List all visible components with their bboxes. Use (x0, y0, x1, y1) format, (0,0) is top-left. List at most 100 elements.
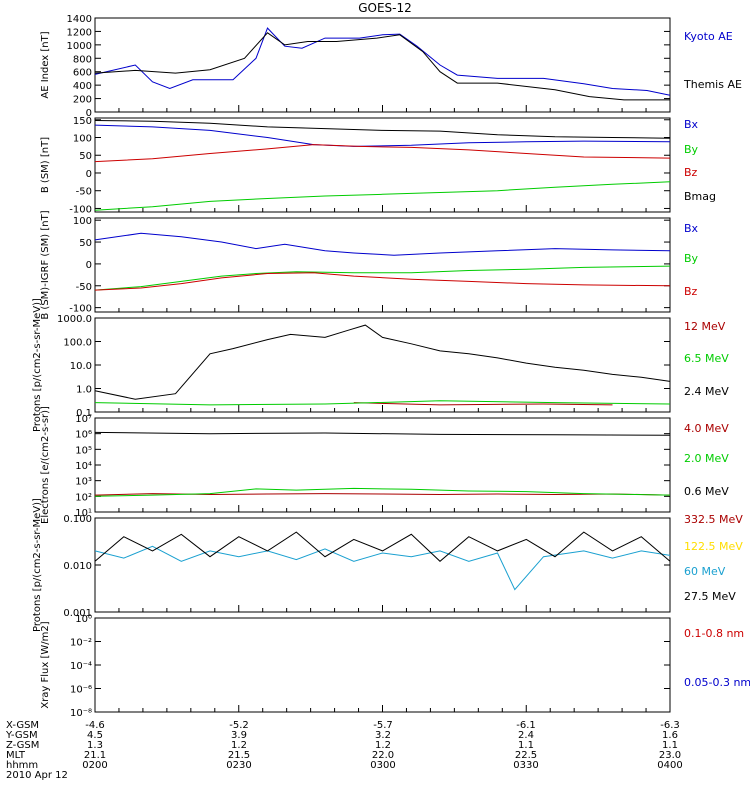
y-tick-label-bsm: -50 (76, 187, 92, 198)
legend-label-protons-high-1: 122.5 MeV (684, 540, 743, 553)
y-tick-label-bsm: 0 (86, 169, 92, 180)
ephemeris-value-0-2: -5.7 (373, 720, 393, 731)
y-tick-label-ae: 400 (73, 81, 92, 92)
ephemeris-label-0: X-GSM (6, 720, 39, 731)
y-tick-label-xray: 10⁻⁶ (70, 685, 92, 696)
ephemeris-label-2: Z-GSM (6, 740, 39, 751)
legend-label-protons-high-2: 60 MeV (684, 565, 726, 578)
series-line-bigrf-2 (94, 272, 671, 291)
y-tick-label-electrons: 10⁶ (75, 430, 92, 441)
ephemeris-value-1-1: 3.9 (231, 730, 247, 741)
series-line-bigrf-1 (94, 265, 671, 291)
ephemeris-value-3-0: 21.1 (84, 750, 106, 761)
ephemeris-value-0-4: -6.3 (660, 720, 680, 731)
legend-label-bsm-3: Bmag (684, 190, 716, 203)
y-tick-label-electrons: 10⁵ (75, 445, 92, 456)
ephemeris-value-4-2: 0300 (370, 760, 395, 771)
series-line-protons-high-2 (94, 545, 671, 591)
y-tick-label-bigrf: -50 (76, 282, 92, 293)
legend-label-bsm-2: Bz (684, 166, 698, 179)
series-line-protons-low-1 (94, 400, 671, 406)
series-line-electrons-1 (94, 487, 671, 497)
ephemeris-date: 2010 Apr 12 (6, 770, 68, 781)
ephemeris-value-0-1: -5.2 (229, 720, 249, 731)
series-line-protons-high-3 (94, 531, 671, 562)
series-line-bigrf-0 (94, 232, 671, 256)
ephemeris-value-1-3: 2.4 (518, 730, 534, 741)
series-line-bsm-2 (94, 144, 671, 163)
panel-frame-bigrf (94, 217, 671, 313)
legend-label-xray-1: 0.05-0.3 nm (684, 676, 750, 689)
ephemeris-label-1: Y-GSM (5, 730, 38, 741)
legend-label-bsm-0: Bx (684, 118, 699, 131)
y-tick-label-bigrf: 100 (73, 216, 92, 227)
ephemeris-value-1-4: 1.6 (662, 730, 678, 741)
y-tick-label-protons-low: 1.0 (76, 385, 92, 396)
y-tick-label-electrons: 10⁴ (75, 461, 92, 472)
y-tick-label-ae: 0 (86, 108, 92, 119)
legend-label-electrons-0: 4.0 MeV (684, 422, 729, 435)
panel-frame-xray (94, 617, 671, 713)
ephemeris-value-0-0: -4.6 (85, 720, 105, 731)
ephemeris-value-4-4: 0400 (657, 760, 682, 771)
y-tick-label-bigrf: 0 (86, 260, 92, 271)
y-tick-label-protons-high: 0.100 (63, 514, 92, 525)
y-tick-label-bigrf: 50 (79, 238, 92, 249)
y-tick-label-bsm: -100 (69, 204, 92, 215)
series-line-protons-low-0 (353, 402, 613, 406)
legend-label-bigrf-1: By (684, 252, 699, 265)
y-axis-label-xray: Xray Flux [W/m2] (40, 621, 51, 708)
y-tick-label-xray: 10⁰ (75, 614, 92, 625)
series-line-protons-low-2 (94, 324, 671, 400)
ephemeris-value-1-2: 3.2 (375, 730, 391, 741)
y-tick-label-ae: 200 (73, 95, 92, 106)
ephemeris-value-2-4: 1.1 (662, 740, 678, 751)
ephemeris-value-3-3: 22.5 (515, 750, 537, 761)
y-axis-label-electrons: Electrons [e/(cm2-s-sr)] (40, 406, 51, 524)
series-line-bsm-3 (94, 120, 671, 139)
y-tick-label-electrons: 10⁷ (75, 414, 92, 425)
y-tick-label-electrons: 10¹ (75, 508, 92, 519)
legend-label-protons-high-3: 27.5 MeV (684, 590, 736, 603)
legend-label-protons-low-1: 6.5 MeV (684, 352, 729, 365)
y-tick-label-protons-low: 100.0 (63, 338, 92, 349)
y-tick-label-xray: 10⁻² (70, 638, 92, 649)
y-tick-label-protons-high: 0.010 (63, 561, 92, 572)
y-tick-label-protons-low: 0.1 (76, 408, 92, 419)
y-tick-label-bigrf: -100 (69, 304, 92, 315)
ephemeris-label-3: MLT (6, 750, 26, 761)
ephemeris-label-4: hhmm (6, 760, 38, 771)
legend-label-protons-low-2: 2.4 MeV (684, 385, 729, 398)
series-line-ae-0 (94, 27, 671, 96)
ephemeris-value-2-3: 1.1 (518, 740, 534, 751)
panel-frame-bsm (94, 117, 671, 213)
ephemeris-value-4-1: 0230 (226, 760, 251, 771)
ephemeris-value-4-3: 0330 (513, 760, 538, 771)
panel-frame-electrons (94, 417, 671, 513)
y-axis-label-protons-high: Protons [p/(cm2-s-sr-MeV)] (32, 498, 43, 632)
ephemeris-value-2-0: 1.3 (87, 740, 103, 751)
y-tick-label-ae: 1200 (67, 27, 92, 38)
series-line-electrons-2 (94, 431, 671, 436)
y-axis-label-bigrf: B (SM)-IGRF (SM) [nT] (40, 210, 51, 319)
y-tick-label-xray: 10⁻⁴ (70, 661, 92, 672)
y-tick-label-protons-low: 10.0 (70, 361, 92, 372)
y-tick-label-xray: 10⁻⁸ (70, 708, 92, 719)
y-tick-label-protons-low: 1000.0 (57, 314, 92, 325)
panel-frame-protons-low (94, 317, 671, 413)
legend-label-protons-low-0: 12 MeV (684, 320, 726, 333)
y-tick-label-bsm: 150 (73, 116, 92, 127)
legend-label-bsm-1: By (684, 143, 699, 156)
ephemeris-value-2-1: 1.2 (231, 740, 247, 751)
ephemeris-value-3-2: 22.0 (372, 750, 394, 761)
series-line-bsm-0 (94, 124, 671, 147)
y-tick-label-ae: 800 (73, 54, 92, 65)
legend-label-electrons-2: 0.6 MeV (684, 485, 729, 498)
y-axis-label-bsm: B (SM) [nT] (40, 137, 51, 193)
legend-label-protons-high-0: 332.5 MeV (684, 513, 743, 526)
chart-title: GOES-12 (358, 1, 412, 15)
y-tick-label-ae: 1000 (67, 41, 92, 52)
y-tick-label-electrons: 10³ (75, 477, 92, 488)
